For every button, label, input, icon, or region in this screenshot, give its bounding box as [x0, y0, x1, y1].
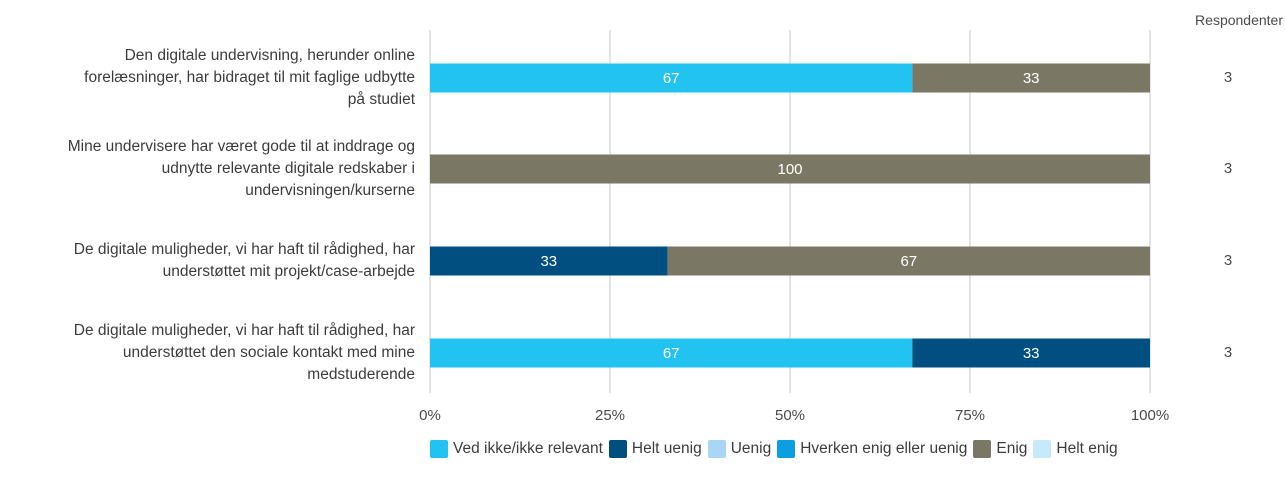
legend-swatch [973, 440, 992, 458]
category-label-line: understøttet mit projekt/case-arbejde [162, 263, 415, 280]
bar-segment [912, 63, 1150, 93]
category-label: De digitale muligheder, vi har haft til … [10, 239, 415, 283]
legend-item: Hverken enig eller uenig [777, 438, 967, 460]
bar-segment [430, 63, 913, 93]
category-label-line: undervisningen/kurserne [245, 182, 415, 199]
category-label: Den digitale undervisning, herunder onli… [10, 45, 415, 111]
data-label: 67 [663, 345, 680, 362]
data-label: 33 [1023, 70, 1040, 87]
x-tick-label: 100% [1131, 407, 1169, 424]
respondents-header: Respondenter [1195, 12, 1283, 28]
x-tick-label: 75% [955, 407, 985, 424]
respondent-count: 3 [1223, 160, 1233, 177]
category-label: De digitale muligheder, vi har haft til … [10, 320, 415, 386]
x-tick-label: 50% [775, 407, 805, 424]
legend-item: Helt enig [1033, 438, 1118, 460]
legend-label: Uenig [730, 440, 772, 457]
category-label-line: Mine undervisere har været gode til at i… [67, 138, 415, 155]
respondent-count: 3 [1223, 252, 1233, 269]
legend-item: Enig [973, 438, 1027, 460]
category-label-line: Den digitale undervisning, herunder onli… [124, 47, 415, 64]
legend-label: Helt uenig [631, 440, 702, 457]
bar-segment [430, 246, 668, 276]
x-tick-label: 25% [595, 407, 625, 424]
category-label-line: på studiet [347, 91, 415, 108]
bar-segment [430, 154, 1150, 184]
legend-label: Ved ikke/ikke relevant [453, 440, 603, 457]
respondent-count: 3 [1223, 344, 1233, 361]
category-label: Mine undervisere har været gode til at i… [10, 136, 415, 202]
data-label: 33 [540, 253, 557, 270]
legend-item: Ved ikke/ikke relevant [430, 438, 603, 460]
category-label-line: De digitale muligheder, vi har haft til … [73, 241, 415, 258]
category-label-line: udnytte relevante digitale redskaber i [161, 160, 415, 177]
legend-label: Helt enig [1056, 440, 1118, 457]
data-label: 100 [777, 161, 802, 178]
legend-swatch [1033, 440, 1052, 458]
data-label: 67 [663, 70, 680, 87]
category-label-line: De digitale muligheder, vi har haft til … [73, 322, 415, 339]
legend-label: Enig [996, 440, 1028, 457]
category-label-line: understøttet den sociale kontakt med min… [122, 344, 415, 361]
respondent-count: 3 [1223, 69, 1233, 86]
legend: Ved ikke/ikke relevant Helt uenig Uenig Hve… [430, 438, 1190, 470]
legend-item: Helt uenig [608, 438, 702, 460]
x-tick-label: 0% [419, 407, 441, 424]
legend-swatch [608, 440, 627, 458]
legend-swatch [707, 440, 726, 458]
legend-swatch [777, 440, 796, 458]
bar-segment [430, 338, 913, 368]
bar-segment [667, 246, 1150, 276]
legend-item: Uenig [707, 438, 772, 460]
legend-label: Hverken enig eller uenig [800, 440, 968, 457]
data-label: 33 [1023, 345, 1040, 362]
category-label-line: forelæsninger, har bidraget til mit fagl… [84, 69, 415, 86]
category-label-line: medstuderende [307, 366, 415, 383]
legend-swatch [430, 440, 448, 458]
bar-segment [912, 338, 1150, 368]
data-label: 67 [900, 253, 917, 270]
